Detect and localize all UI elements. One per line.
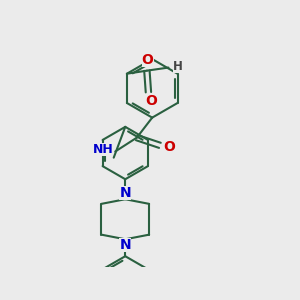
- Text: H: H: [173, 60, 183, 73]
- Text: N: N: [119, 238, 131, 252]
- Text: N: N: [119, 186, 131, 200]
- Text: NH: NH: [93, 143, 113, 157]
- Text: O: O: [142, 53, 154, 67]
- Text: O: O: [145, 94, 157, 108]
- Text: O: O: [163, 140, 175, 154]
